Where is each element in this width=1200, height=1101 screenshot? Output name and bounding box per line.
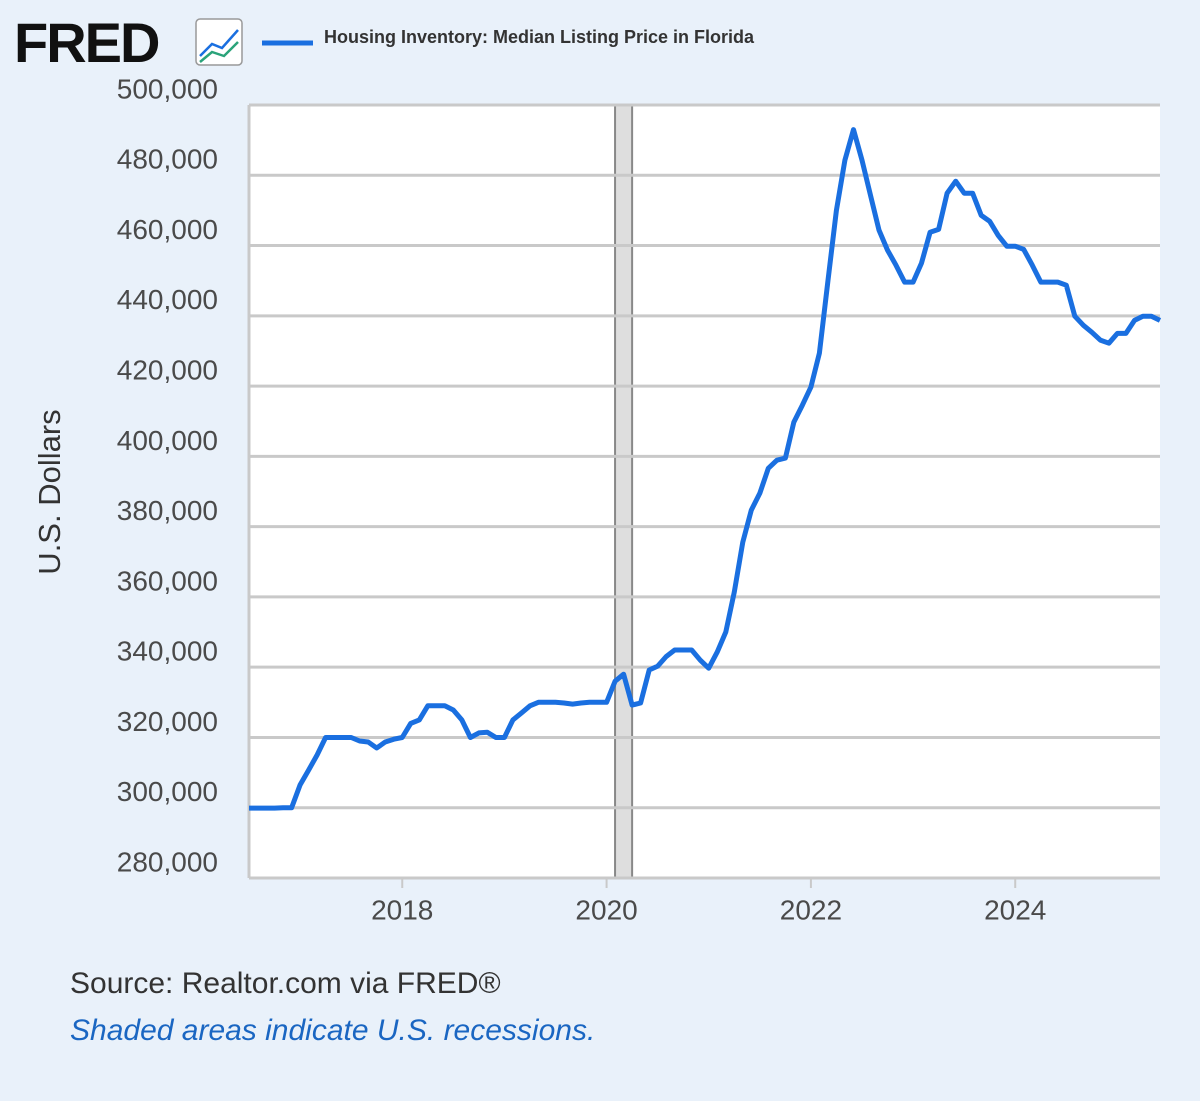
y-tick-label: 460,000 <box>117 214 218 245</box>
x-tick-label: 2018 <box>371 894 433 925</box>
y-tick-label: 280,000 <box>117 846 218 877</box>
y-tick-label: 440,000 <box>117 284 218 315</box>
plot-area <box>249 105 1160 878</box>
y-tick-label: 300,000 <box>117 776 218 807</box>
logo: FRED <box>14 11 159 74</box>
recession-band <box>614 104 634 879</box>
logo-icon <box>195 18 243 66</box>
y-tick-label: 400,000 <box>117 425 218 456</box>
x-tick-label: 2020 <box>575 894 637 925</box>
y-axis-title: U.S. Dollars <box>32 409 67 574</box>
y-tick-label: 480,000 <box>117 144 218 175</box>
y-tick-label: 380,000 <box>117 495 218 526</box>
x-tick-label: 2024 <box>984 894 1046 925</box>
y-tick-label: 420,000 <box>117 354 218 385</box>
data-line <box>249 127 1162 811</box>
x-tick-label: 2022 <box>780 894 842 925</box>
legend-label: Housing Inventory: Median Listing Price … <box>324 27 755 47</box>
y-tick-label: 360,000 <box>117 565 218 596</box>
y-tick-label: 500,000 <box>117 73 218 104</box>
source: Source: Realtor.com via FRED® <box>70 967 501 1000</box>
y-tick-label: 340,000 <box>117 636 218 667</box>
recession-note: Shaded areas indicate U.S. recessions. <box>70 1014 595 1047</box>
y-tick-label: 320,000 <box>117 706 218 737</box>
